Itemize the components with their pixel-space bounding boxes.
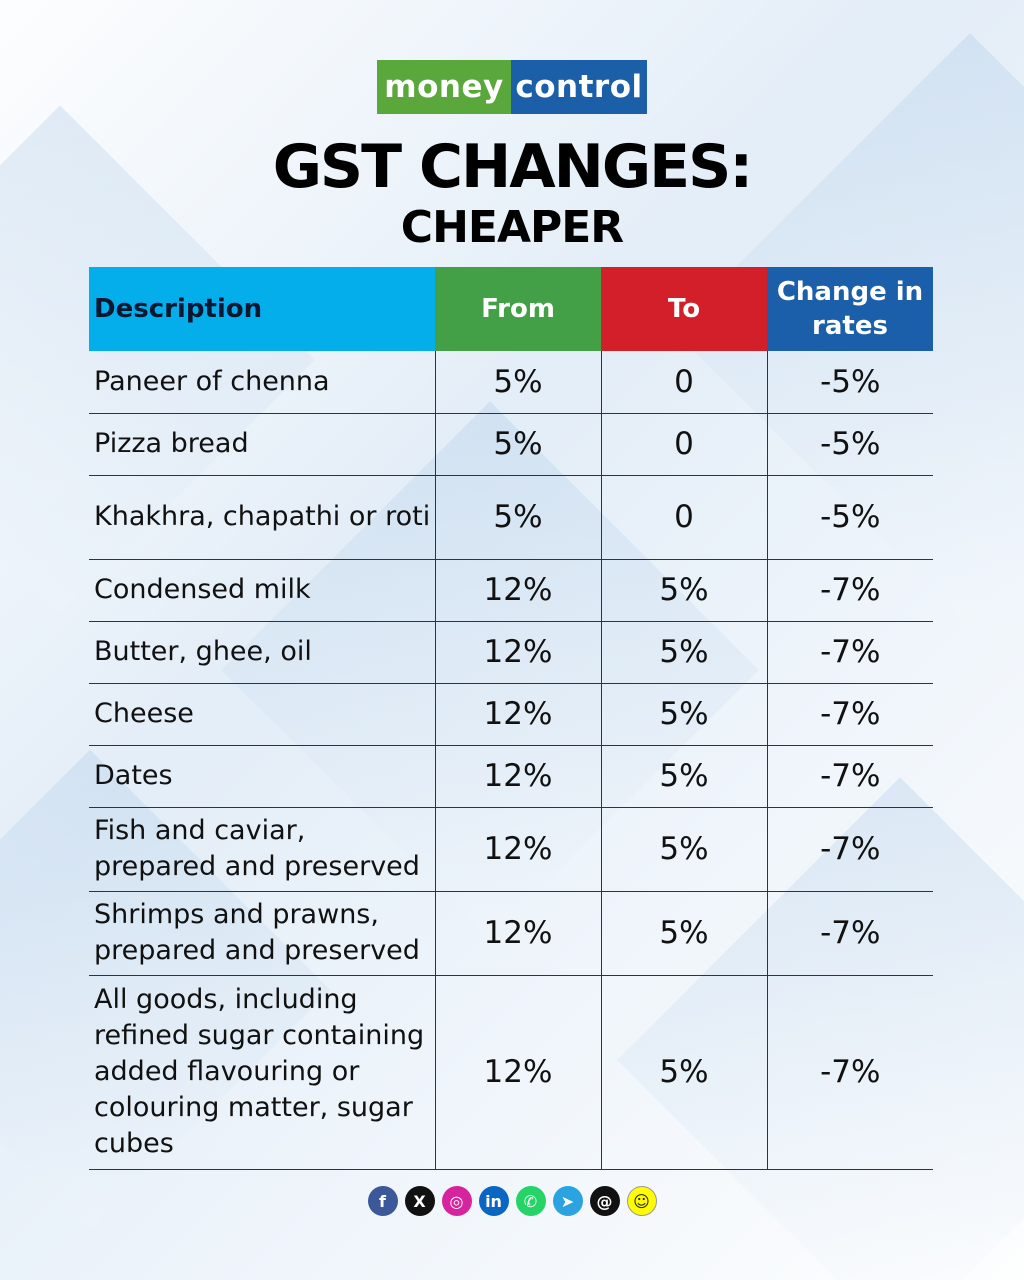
cell-from: 12% [434,621,601,684]
cell-from: 12% [434,683,601,746]
cell-from: 12% [434,745,601,808]
cell-description: Khakhra, chapathi or roti [89,475,435,560]
cell-from: 12% [434,975,601,1170]
table-row: Shrimps and prawns, prepared and preserv… [89,891,933,976]
cell-to: 0 [600,413,767,476]
cell-from: 5% [434,475,601,560]
cell-description: Pizza bread [89,413,435,476]
cell-change: -7% [766,807,933,892]
cell-to: 5% [600,683,767,746]
snapchat-icon[interactable]: ☺ [626,1186,657,1216]
moneycontrol-logo: money control [377,60,647,114]
cell-from: 12% [434,807,601,892]
cell-description: Condensed milk [89,559,435,622]
header-description: Description [89,267,435,351]
cell-description: Shrimps and prawns, prepared and preserv… [89,891,435,976]
cell-to: 5% [600,891,767,976]
x-icon[interactable]: X [404,1186,435,1216]
gst-table: Description From To Change in rates Pane… [89,267,933,1170]
cell-description: Fish and caviar, prepared and preserved [89,807,435,892]
logo-control: control [511,60,647,114]
instagram-icon[interactable]: ◎ [441,1186,472,1216]
cell-change: -7% [766,683,933,746]
cell-description: Dates [89,745,435,808]
whatsapp-icon[interactable]: ✆ [515,1186,546,1216]
table-row: All goods, including refined sugar conta… [89,975,933,1170]
linkedin-icon[interactable]: in [478,1186,509,1216]
table-row: Condensed milk 12% 5% -7% [89,559,933,622]
header-from: From [435,267,601,351]
cell-from: 5% [434,351,601,414]
table-row: Khakhra, chapathi or roti 5% 0 -5% [89,475,933,560]
cell-to: 5% [600,621,767,684]
page-subtitle: CHEAPER [400,202,624,253]
cell-description: Cheese [89,683,435,746]
cell-from: 12% [434,891,601,976]
cell-to: 0 [600,475,767,560]
cell-change: -7% [766,745,933,808]
table-row: Butter, ghee, oil 12% 5% -7% [89,621,933,684]
cell-description: Butter, ghee, oil [89,621,435,684]
facebook-icon[interactable]: f [367,1186,398,1216]
page-title: GST CHANGES: [272,132,754,202]
table-row: Cheese 12% 5% -7% [89,683,933,746]
table-row: Fish and caviar, prepared and preserved 1… [89,807,933,892]
cell-to: 5% [600,559,767,622]
cell-change: -7% [766,891,933,976]
table-header-row: Description From To Change in rates [89,267,933,351]
cell-change: -7% [766,621,933,684]
cell-change: -5% [766,351,933,414]
threads-icon[interactable]: @ [589,1186,620,1216]
cell-change: -5% [766,413,933,476]
table-row: Paneer of chenna 5% 0 -5% [89,351,933,414]
cell-from: 12% [434,559,601,622]
table-row: Dates 12% 5% -7% [89,745,933,808]
cell-to: 5% [600,975,767,1170]
cell-description: Paneer of chenna [89,351,435,414]
cell-change: -7% [766,559,933,622]
cell-to: 5% [600,745,767,808]
logo-money: money [377,60,511,114]
telegram-icon[interactable]: ➤ [552,1186,583,1216]
social-icons: f X ◎ in ✆ ➤ @ ☺ [0,1186,1024,1216]
cell-to: 0 [600,351,767,414]
cell-to: 5% [600,807,767,892]
cell-change: -7% [766,975,933,1170]
table-row: Pizza bread 5% 0 -5% [89,413,933,476]
cell-from: 5% [434,413,601,476]
header-change: Change in rates [767,267,933,351]
cell-description: All goods, including refined sugar conta… [89,975,435,1170]
cell-change: -5% [766,475,933,560]
header-to: To [601,267,767,351]
